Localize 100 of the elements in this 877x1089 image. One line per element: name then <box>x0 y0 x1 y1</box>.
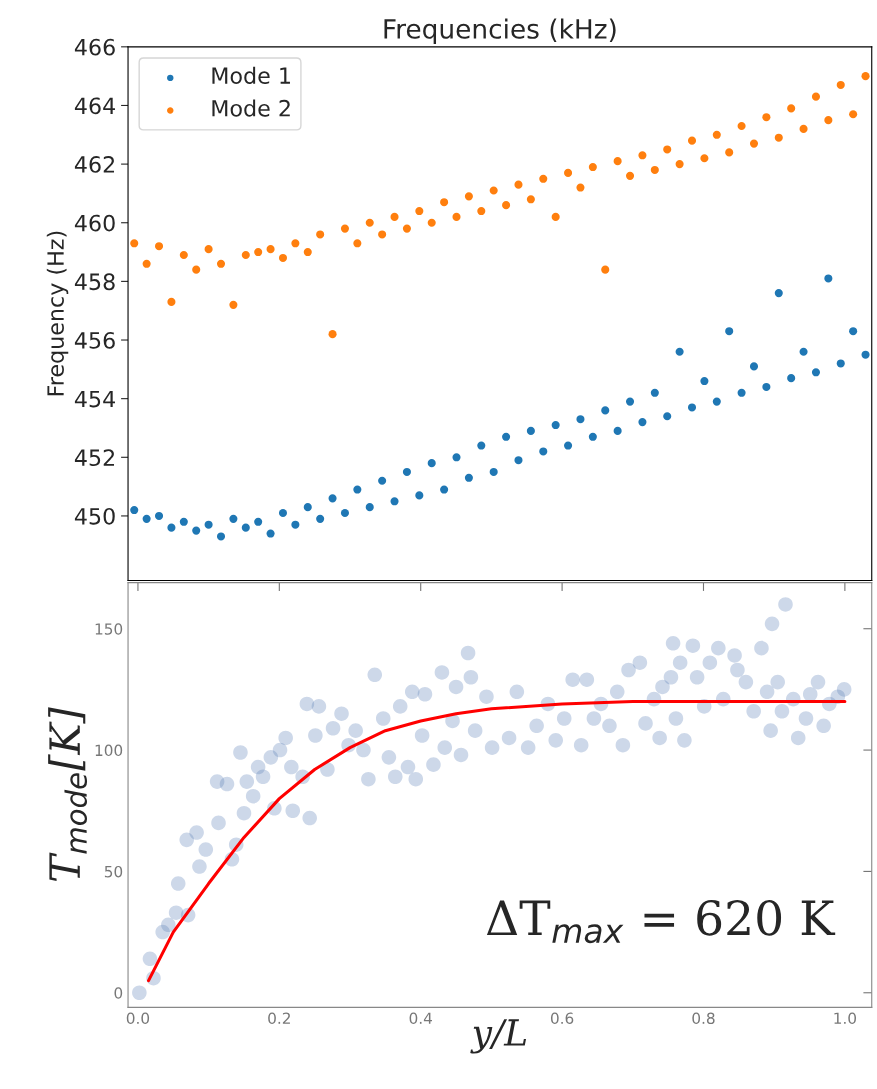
legend-label: Mode 1 <box>212 66 290 85</box>
point <box>278 508 288 518</box>
point <box>700 154 709 163</box>
point <box>489 186 498 195</box>
y-tick-label: 458 <box>74 273 115 291</box>
point <box>266 245 275 254</box>
point <box>687 403 697 412</box>
point <box>502 201 511 210</box>
point <box>291 520 300 529</box>
point <box>452 212 461 221</box>
y-tick-label: 50 <box>104 865 123 878</box>
point <box>204 245 213 254</box>
x-tick-label: 0.6 <box>550 1012 574 1025</box>
point <box>625 397 635 406</box>
point <box>576 183 585 192</box>
point <box>625 171 635 180</box>
y-tick-label: 452 <box>74 449 115 467</box>
x-tick-label: 0.8 <box>692 1012 715 1025</box>
x-tick-label: 1.0 <box>834 1012 857 1025</box>
point <box>613 157 622 166</box>
point <box>700 377 709 386</box>
y-tick-label: 464 <box>74 97 115 115</box>
x-tick-label: 0.2 <box>268 1012 290 1025</box>
x-axis-title: y/L <box>470 1019 527 1054</box>
point <box>340 508 349 518</box>
point <box>551 212 560 221</box>
point <box>254 248 263 257</box>
point <box>365 218 374 227</box>
point <box>365 503 374 512</box>
y-tick-label: 454 <box>74 390 115 408</box>
point <box>266 529 275 538</box>
point <box>316 514 325 523</box>
point <box>675 160 684 169</box>
point <box>601 406 610 415</box>
point <box>588 162 597 172</box>
point <box>526 426 535 435</box>
point <box>328 330 337 339</box>
point <box>192 526 201 535</box>
y-tick-label: 450 <box>74 507 115 525</box>
point <box>489 467 498 476</box>
point <box>650 165 659 175</box>
point <box>291 239 300 248</box>
point <box>588 432 597 441</box>
point <box>787 374 796 383</box>
point <box>737 121 746 131</box>
point <box>464 192 473 201</box>
point <box>378 476 387 485</box>
point <box>514 180 523 189</box>
point <box>216 532 226 541</box>
point <box>167 523 176 532</box>
point <box>229 514 238 523</box>
y-tick-label: 0 <box>114 987 123 999</box>
point <box>663 412 672 421</box>
point <box>514 456 523 465</box>
point <box>179 250 188 260</box>
point <box>464 473 473 482</box>
point <box>402 224 411 233</box>
point <box>378 230 387 239</box>
point <box>613 426 622 435</box>
point <box>167 297 176 306</box>
point <box>130 239 139 248</box>
point <box>650 388 659 397</box>
point <box>824 116 833 125</box>
point <box>241 250 250 260</box>
point <box>564 168 573 177</box>
point <box>749 362 759 371</box>
point <box>427 459 436 468</box>
point <box>787 104 796 113</box>
point <box>539 174 548 183</box>
point <box>440 485 449 494</box>
point <box>564 441 573 450</box>
point <box>811 92 821 101</box>
point <box>440 198 449 207</box>
point <box>849 110 858 119</box>
y-tick-label: 460 <box>74 214 115 232</box>
point <box>402 467 411 476</box>
point <box>390 212 399 221</box>
point <box>154 242 164 251</box>
point <box>142 259 151 268</box>
point <box>353 239 362 248</box>
point <box>824 274 833 283</box>
chart-title: Frequencies (kHz) <box>384 18 616 44</box>
point <box>836 359 845 368</box>
point <box>849 327 858 336</box>
point <box>316 230 325 239</box>
point <box>749 139 759 148</box>
point <box>663 145 672 154</box>
point <box>836 80 845 89</box>
y-tick-label: 150 <box>95 623 123 635</box>
point <box>675 347 684 356</box>
point <box>390 497 399 506</box>
point <box>762 113 771 122</box>
point <box>638 151 647 160</box>
point <box>774 133 783 142</box>
point <box>229 300 238 309</box>
point <box>452 453 461 462</box>
point <box>415 206 424 216</box>
point <box>551 421 560 430</box>
point <box>799 124 808 133</box>
point <box>774 289 783 298</box>
